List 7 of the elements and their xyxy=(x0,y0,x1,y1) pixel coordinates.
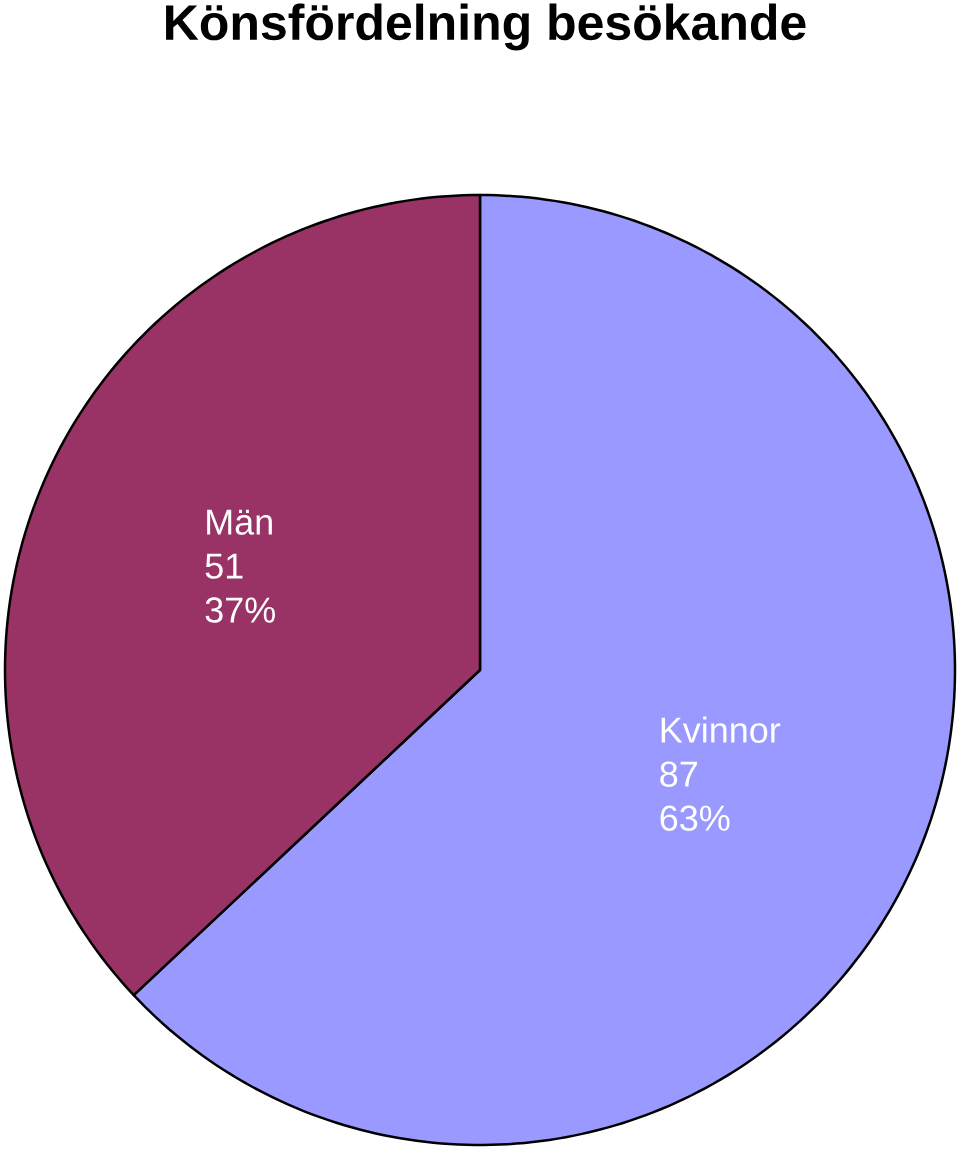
text: 87 xyxy=(660,761,697,787)
data-label: 37% xyxy=(205,597,275,623)
data-label: 63% xyxy=(660,805,730,831)
slice-label: Män xyxy=(207,509,272,535)
text: 51 xyxy=(205,553,243,579)
chart-title: Könsfördelning besökande xyxy=(166,3,806,51)
slice-label: Kvinnor xyxy=(661,716,781,743)
